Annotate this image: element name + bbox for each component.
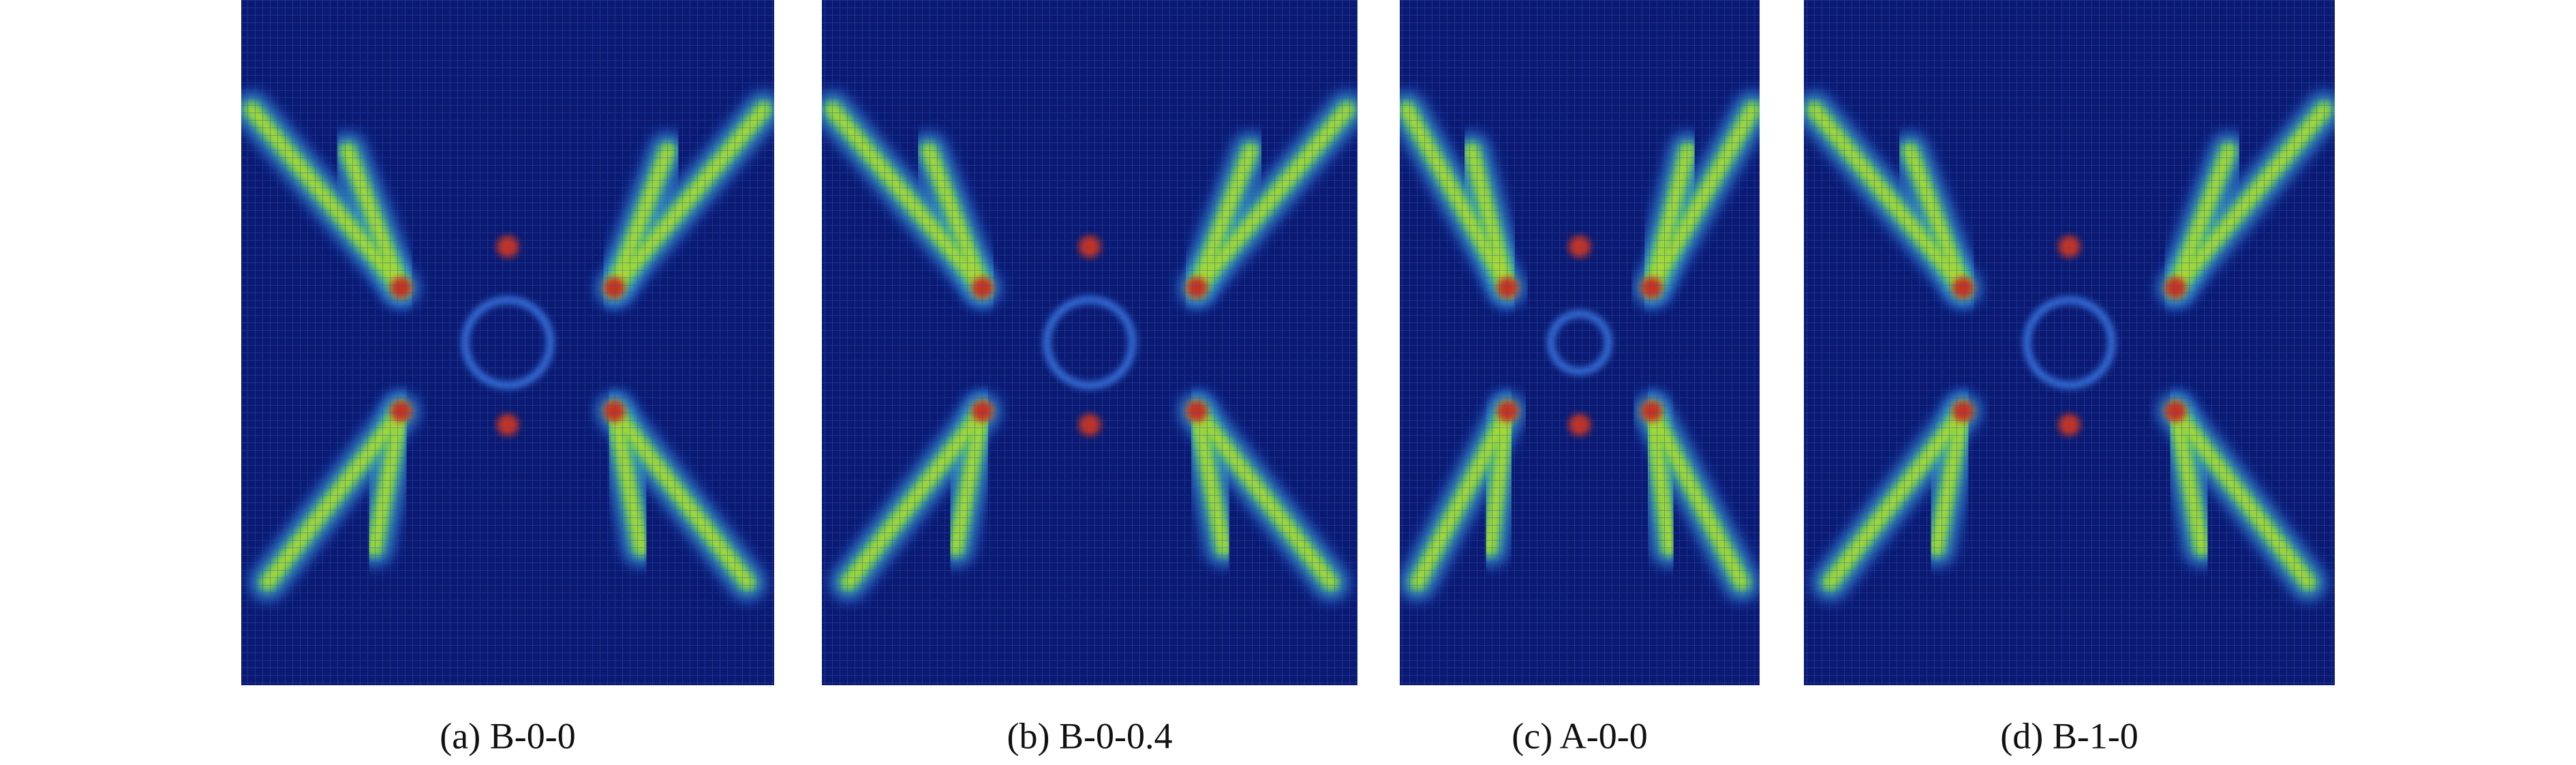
caption: (d) B-1-0	[2000, 715, 2138, 756]
caption: (a) B-0-0	[440, 715, 575, 756]
contour-panel	[822, 0, 1358, 685]
mesh-grid	[1400, 0, 1760, 685]
caption: (c) A-0-0	[1512, 715, 1647, 756]
contour-panel	[1400, 0, 1760, 685]
caption: (b) B-0-0.4	[1007, 715, 1173, 756]
mesh-grid	[241, 0, 774, 685]
contour-panel	[1804, 0, 2335, 685]
mesh-grid	[1804, 0, 2335, 685]
mesh-grid	[822, 0, 1358, 685]
contour-panel	[241, 0, 774, 685]
